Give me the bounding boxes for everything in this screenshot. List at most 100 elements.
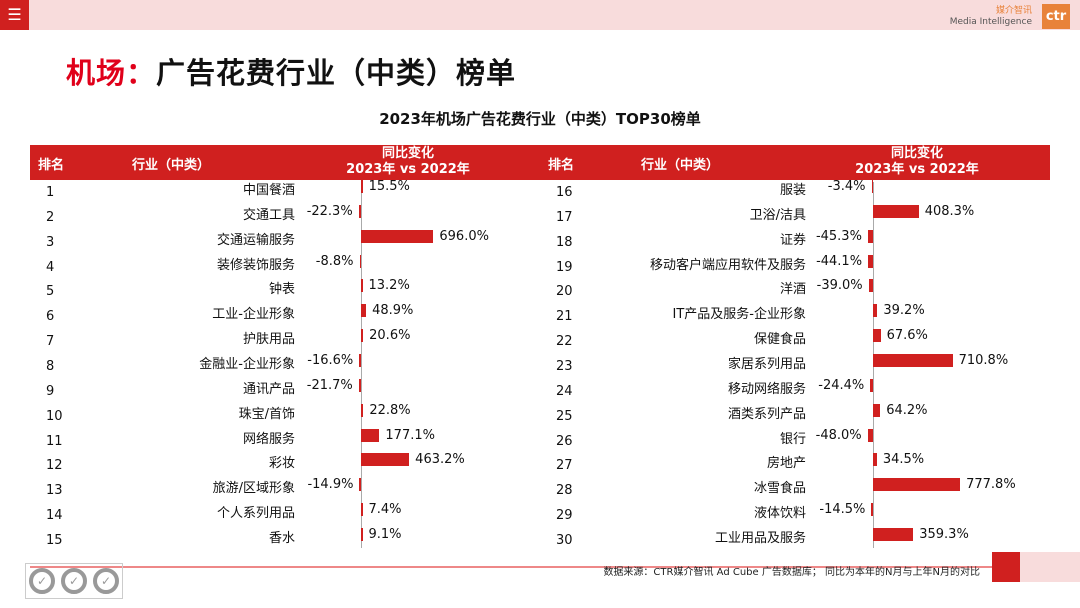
value-label: -45.3%	[815, 228, 862, 244]
value-label: -39.0%	[816, 278, 863, 294]
value-label: -3.4%	[827, 179, 866, 194]
value-label: -16.6%	[307, 353, 354, 369]
industry-cell: 房地产	[766, 456, 806, 472]
bar	[361, 180, 363, 193]
menu-icon[interactable]: ☰	[0, 0, 29, 30]
industry-cell: 中国餐酒	[242, 183, 295, 198]
bar	[361, 229, 434, 243]
col-change: 同比变化 2023年 vs 2022年	[338, 146, 478, 178]
value-label: 696.0%	[439, 228, 489, 244]
rank-cell: 12	[46, 458, 63, 474]
rank-cell: 19	[556, 259, 573, 275]
rank-cell: 27	[556, 458, 573, 474]
bar	[871, 503, 873, 517]
table-header: 排名 行业（中类） 同比变化 2023年 vs 2022年 排名 行业（中类） 同…	[30, 145, 1050, 180]
page-title: 机场：广告花费行业（中类）榜单	[66, 50, 516, 92]
bar	[359, 254, 361, 268]
industry-cell: 交通工具	[242, 207, 295, 223]
rank-cell: 10	[46, 408, 63, 424]
col-change-l1-2: 同比变化	[890, 146, 943, 161]
industry-cell: 钟表	[268, 282, 295, 298]
bar	[361, 428, 380, 442]
bar	[361, 329, 364, 343]
col-rank-2: 排名	[548, 158, 575, 173]
bar	[867, 428, 873, 442]
value-label: 13.2%	[368, 278, 410, 294]
rank-cell: 3	[46, 234, 55, 250]
value-label: 359.3%	[919, 527, 969, 543]
rank-cell: 11	[46, 433, 63, 449]
industry-cell: IT产品及服务-企业形象	[672, 307, 806, 323]
bar	[873, 403, 881, 417]
industry-cell: 服装	[779, 183, 806, 198]
value-label: 34.5%	[882, 452, 925, 468]
data-source: 数据来源：CTR媒介智讯 Ad Cube 广告数据库； 同比为本年的N月与上年N…	[603, 567, 980, 578]
industry-cell: 液体饮料	[753, 506, 806, 522]
bar	[868, 279, 873, 293]
value-label: -8.8%	[315, 253, 354, 269]
rank-cell: 9	[46, 383, 55, 399]
bar	[361, 304, 367, 318]
bar	[358, 204, 361, 218]
value-label: -14.9%	[307, 477, 354, 493]
seal-icon: ✓	[29, 568, 55, 594]
bar	[873, 204, 919, 218]
bar	[361, 403, 364, 417]
bar	[873, 304, 878, 318]
industry-cell: 个人系列用品	[216, 506, 295, 522]
industry-cell: 珠宝/首饰	[238, 406, 295, 422]
rank-cell: 4	[46, 259, 55, 275]
top-bar	[0, 0, 1080, 30]
industry-cell: 金融业-企业形象	[199, 357, 295, 373]
value-label: -48.0%	[815, 427, 862, 443]
sgs-seals: ✓ ✓ ✓	[25, 563, 123, 599]
seal-icon: ✓	[93, 568, 119, 594]
bar	[361, 503, 363, 517]
footer-accent-pink	[1020, 552, 1080, 582]
industry-cell: 旅游/区域形象	[212, 481, 295, 497]
rank-cell: 14	[46, 508, 63, 524]
col-industry: 行业（中类）	[132, 158, 211, 173]
value-label: 39.2%	[883, 303, 925, 319]
rank-cell: 30	[556, 533, 573, 549]
value-label: -14.5%	[819, 502, 866, 518]
bar	[359, 354, 361, 368]
industry-cell: 证券	[779, 232, 806, 248]
industry-cell: 护肤用品	[242, 332, 295, 348]
value-label: 7.4%	[368, 502, 402, 518]
bar	[870, 378, 873, 392]
bar	[873, 453, 877, 467]
ctr-logo: ctr	[1042, 4, 1070, 29]
bar	[873, 354, 953, 368]
value-label: 67.6%	[886, 328, 928, 344]
rank-cell: 26	[556, 433, 573, 449]
rank-cell: 7	[46, 334, 55, 350]
rank-cell: 28	[556, 483, 573, 499]
value-label: 777.8%	[966, 477, 1016, 493]
value-label: 177.1%	[385, 427, 435, 443]
industry-cell: 移动网络服务	[727, 381, 806, 397]
value-label: 710.8%	[958, 353, 1009, 369]
rank-cell: 16	[556, 185, 573, 200]
rank-cell: 24	[556, 383, 573, 399]
industry-cell: 交通运输服务	[216, 232, 295, 248]
bar	[358, 378, 361, 392]
chart-title: 2023年机场广告花费行业（中类）TOP30榜单	[379, 110, 701, 128]
industry-cell: 保健食品	[753, 332, 806, 348]
value-label: 22.8%	[369, 402, 411, 418]
bar	[868, 254, 873, 268]
rank-cell: 13	[46, 483, 63, 499]
bar	[867, 229, 873, 243]
rank-cell: 23	[556, 359, 573, 375]
value-label: -24.4%	[818, 377, 865, 393]
value-label: -44.1%	[816, 253, 863, 269]
rank-cell: 2	[46, 209, 55, 225]
rank-cell: 6	[46, 309, 55, 325]
industry-cell: 彩妆	[268, 456, 295, 472]
rank-cell: 8	[46, 359, 55, 375]
bar	[871, 180, 873, 193]
industry-cell: 香水	[268, 531, 295, 547]
value-label: 463.2%	[415, 452, 465, 468]
value-label: 9.1%	[368, 527, 402, 543]
industry-cell: 酒类系列产品	[727, 406, 806, 422]
